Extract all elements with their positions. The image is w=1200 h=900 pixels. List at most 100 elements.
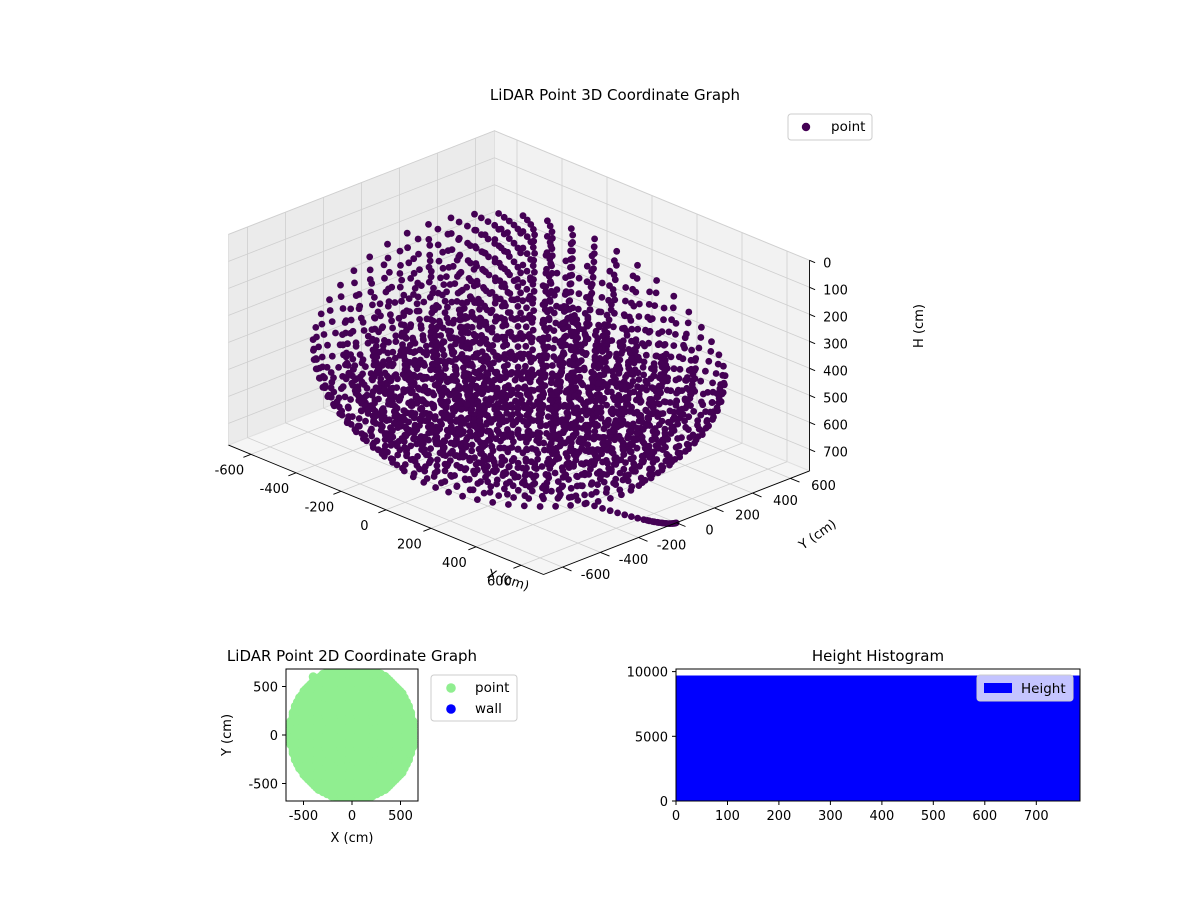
point-3d	[455, 429, 462, 437]
point-3d	[520, 502, 528, 510]
point-3d	[587, 392, 595, 400]
chart-3d-y-tick-mark	[600, 551, 610, 557]
point-3d	[491, 317, 499, 325]
point-3d	[660, 341, 668, 349]
point-3d	[514, 368, 522, 376]
point-3d	[514, 473, 522, 481]
point-3d	[607, 495, 614, 502]
point-3d	[451, 389, 459, 396]
point-3d	[310, 347, 317, 354]
point-3d	[373, 437, 381, 445]
point-3d	[491, 274, 499, 282]
point-3d	[433, 462, 441, 470]
point-3d	[439, 338, 447, 345]
point-3d	[610, 479, 617, 487]
point-3d	[613, 423, 621, 431]
point-3d	[692, 365, 699, 372]
point-3d	[447, 427, 454, 434]
point-3d	[706, 408, 714, 416]
point-3d	[371, 294, 378, 301]
point-3d	[530, 402, 537, 410]
point-3d	[379, 346, 387, 354]
point-3d	[575, 359, 583, 366]
point-3d	[586, 299, 594, 307]
point-3d	[462, 328, 469, 336]
point-3d	[564, 459, 572, 467]
point-3d	[514, 445, 522, 453]
point-3d	[454, 289, 462, 297]
point-3d	[508, 296, 516, 303]
chart-3d-z-tick-mark	[809, 340, 816, 345]
point-3d	[545, 446, 552, 454]
point-3d	[319, 373, 327, 380]
chart-3d-y-tick-label: -200	[657, 538, 687, 553]
point-3d	[581, 500, 589, 508]
point-3d	[363, 406, 371, 414]
point-3d	[592, 422, 600, 430]
point-3d	[570, 462, 577, 470]
point-3d	[492, 293, 500, 301]
point-3d	[410, 435, 417, 443]
point-3d	[614, 509, 621, 517]
point-3d	[508, 430, 515, 438]
point-3d	[531, 480, 539, 487]
point-3d	[353, 386, 361, 394]
point-3d	[453, 452, 461, 459]
point-3d	[551, 291, 558, 299]
point-3d	[713, 404, 721, 412]
point-3d	[523, 304, 530, 312]
point-3d	[681, 344, 688, 352]
point-3d	[429, 304, 437, 312]
point-3d	[488, 324, 496, 332]
point-3d	[482, 318, 489, 326]
point-3d	[427, 316, 435, 323]
point-3d	[659, 410, 667, 417]
point-3d	[510, 258, 518, 266]
point-3d	[594, 385, 602, 392]
point-3d	[489, 499, 497, 506]
point-3d	[703, 418, 711, 426]
chart-3d-y-tick-mark	[676, 522, 686, 527]
point-3d	[538, 380, 545, 387]
point-3d	[366, 276, 374, 283]
point-3d	[557, 338, 564, 345]
point-3d	[542, 471, 550, 478]
point-3d	[529, 431, 536, 439]
point-3d	[403, 424, 410, 432]
point-3d	[525, 295, 532, 303]
chart-3d-y-tick-mark	[790, 477, 800, 483]
point-3d	[432, 326, 440, 333]
point-3d	[629, 272, 637, 280]
point-3d	[497, 244, 505, 252]
point-3d	[432, 332, 440, 340]
point-3d	[433, 428, 441, 435]
point-3d	[356, 302, 364, 310]
point-3d	[685, 413, 693, 421]
point-3d	[344, 403, 352, 411]
point-3d	[548, 487, 555, 495]
point-3d	[441, 386, 449, 394]
point-3d	[492, 393, 499, 401]
grid-line-z-side	[228, 130, 495, 235]
point-3d	[439, 264, 447, 272]
point-3d	[499, 389, 507, 397]
point-3d	[438, 479, 445, 487]
point-3d	[414, 453, 421, 460]
point-3d	[358, 407, 365, 415]
point-3d	[603, 401, 610, 409]
point-3d	[407, 275, 415, 282]
point-3d	[487, 483, 495, 490]
point-3d	[672, 320, 680, 327]
point-3d	[444, 247, 452, 255]
point-3d	[339, 331, 346, 338]
point-3d	[464, 222, 471, 230]
point-3d	[410, 470, 418, 477]
point-3d	[527, 276, 534, 284]
point-3d	[453, 256, 461, 264]
point-3d	[470, 416, 478, 424]
point-3d	[653, 456, 661, 463]
point-3d	[448, 298, 456, 306]
point-3d	[614, 457, 621, 465]
point-3d	[634, 369, 642, 377]
point-3d	[593, 470, 601, 477]
